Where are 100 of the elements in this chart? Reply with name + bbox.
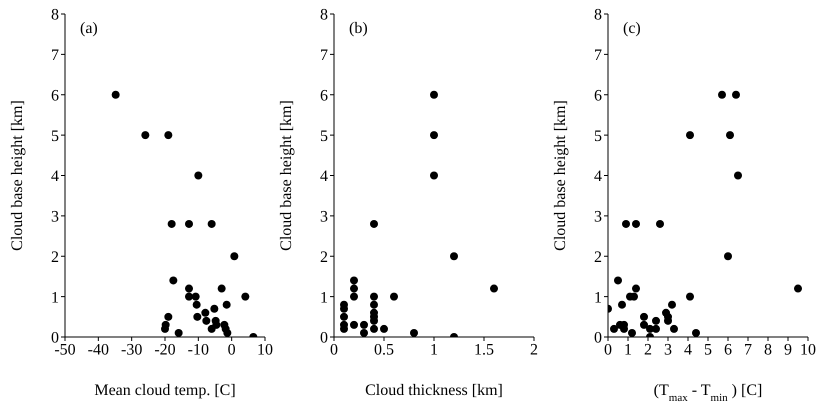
x-tick-label: 1 xyxy=(624,341,632,358)
y-tick-label: 7 xyxy=(51,47,59,64)
point xyxy=(632,284,640,293)
point xyxy=(350,276,358,284)
point xyxy=(193,312,202,321)
x-tick-label: -40 xyxy=(88,341,109,358)
x-tick-label: 2 xyxy=(644,341,652,358)
point xyxy=(692,328,700,337)
point xyxy=(350,284,358,293)
point xyxy=(670,324,678,333)
point xyxy=(410,328,418,337)
x-tick-label: -20 xyxy=(154,341,176,358)
point xyxy=(618,300,626,309)
point xyxy=(350,292,358,301)
point xyxy=(734,172,742,180)
y-tick-label: 8 xyxy=(320,6,328,24)
point xyxy=(185,220,193,228)
y-tick-label: 8 xyxy=(51,6,59,24)
x-tick-label: 6 xyxy=(724,341,732,358)
point xyxy=(794,284,802,293)
point xyxy=(230,252,238,260)
point xyxy=(724,252,732,260)
x-tick-label: 10 xyxy=(257,341,273,358)
point xyxy=(430,90,438,99)
annotation: (a) xyxy=(80,20,98,38)
y-tick-label: 0 xyxy=(594,330,602,347)
point xyxy=(640,312,648,321)
point xyxy=(686,292,694,301)
point xyxy=(622,220,630,228)
y-tick-label: 4 xyxy=(320,168,328,186)
y-tick-label: 1 xyxy=(320,289,328,306)
point xyxy=(218,284,226,293)
x-tick-label: 0.5 xyxy=(374,341,394,358)
x-axis-title: (T$_{max}$ - T$_{min}$) [C] xyxy=(654,382,762,404)
x-tick-label: 9 xyxy=(784,341,792,358)
point xyxy=(726,131,734,140)
point xyxy=(168,220,176,228)
y-axis-title: Cloud base height [km] xyxy=(278,100,295,251)
y-tick-label: 5 xyxy=(51,128,59,145)
y-axis-title: Cloud base height [km] xyxy=(9,100,26,251)
x-tick-label: 0 xyxy=(228,341,236,358)
point xyxy=(112,90,120,99)
point xyxy=(718,90,726,99)
x-axis-title: Mean cloud temp. [C] xyxy=(94,382,236,399)
x-tick-label: -10 xyxy=(188,341,209,358)
y-tick-label: 4 xyxy=(594,168,602,186)
y-tick-label: 2 xyxy=(594,248,602,266)
y-tick-label: 2 xyxy=(51,248,59,266)
point xyxy=(201,308,210,317)
point xyxy=(340,312,348,321)
point xyxy=(614,276,622,284)
point xyxy=(370,220,378,228)
point xyxy=(194,172,202,180)
x-tick-label: 3 xyxy=(664,341,672,358)
y-tick-label: 7 xyxy=(320,47,328,64)
point xyxy=(210,304,218,313)
y-tick-label: 5 xyxy=(320,128,328,145)
y-tick-label: 2 xyxy=(320,248,328,266)
x-axis-title: Cloud thickness [km] xyxy=(365,382,503,399)
point xyxy=(185,292,193,301)
point xyxy=(370,292,378,301)
point xyxy=(208,220,216,228)
point xyxy=(174,328,183,337)
y-tick-label: 3 xyxy=(594,208,602,226)
point xyxy=(164,312,172,321)
y-tick-label: 6 xyxy=(51,87,59,104)
y-tick-label: 3 xyxy=(51,208,59,226)
x-tick-label: 1 xyxy=(430,341,438,358)
point xyxy=(628,328,636,337)
point xyxy=(141,131,150,140)
y-tick-label: 8 xyxy=(594,6,602,24)
point xyxy=(490,284,498,293)
point xyxy=(164,131,172,140)
point xyxy=(632,220,640,228)
y-tick-label: 1 xyxy=(51,289,59,306)
point xyxy=(430,172,438,180)
point xyxy=(450,252,458,260)
point xyxy=(169,276,178,284)
point xyxy=(208,324,216,333)
point xyxy=(192,292,200,301)
x-tick-label: 4 xyxy=(684,341,692,358)
x-tick-label: 2 xyxy=(530,341,538,358)
point xyxy=(380,324,388,333)
y-tick-label: 7 xyxy=(594,47,602,64)
point xyxy=(370,300,378,309)
point xyxy=(360,320,368,329)
y-tick-label: 0 xyxy=(51,330,59,347)
point xyxy=(370,324,378,333)
point xyxy=(202,316,210,325)
point xyxy=(185,284,193,293)
x-tick-label: 8 xyxy=(764,341,772,358)
point xyxy=(668,300,676,309)
point xyxy=(223,328,232,337)
point xyxy=(390,292,398,301)
point xyxy=(686,131,694,140)
point xyxy=(430,131,438,140)
y-tick-label: 3 xyxy=(320,208,328,226)
annotation: (b) xyxy=(349,20,368,38)
point xyxy=(640,320,648,329)
x-tick-label: 5 xyxy=(704,341,712,358)
